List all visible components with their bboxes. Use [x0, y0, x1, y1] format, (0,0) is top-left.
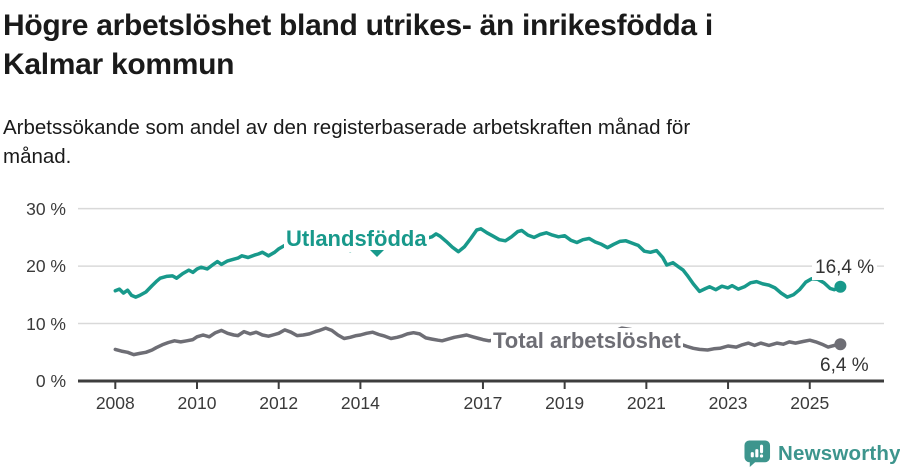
x-tick-label: 2017: [463, 393, 503, 413]
x-tick-label: 2010: [177, 393, 217, 413]
newsworthy-footer: Newsworthy: [744, 440, 900, 468]
subtitle-line-2: månad.: [3, 145, 72, 168]
x-tick-label: 2019: [545, 393, 585, 413]
x-tick-label: 2023: [708, 393, 748, 413]
page-title: Högre arbetslöshet bland utrikes- än inr…: [3, 6, 863, 84]
series-label-arrow-icon: [370, 250, 384, 257]
x-tick-label: 2012: [259, 393, 299, 413]
subtitle-line-1: Arbetssökande som andel av den registerb…: [3, 116, 691, 139]
end-value-utlandsfodda: 16,4 %: [812, 256, 878, 280]
x-tick-label: 2008: [95, 393, 135, 413]
newsworthy-brand-text: Newsworthy: [778, 442, 900, 465]
chart-subtitle: Arbetssökande som andel av den registerb…: [3, 113, 863, 171]
x-tick-label: 2021: [626, 393, 666, 413]
end-value-total: 6,4 %: [817, 354, 872, 378]
title-line-1: Högre arbetslöshet bland utrikes- än inr…: [3, 9, 713, 42]
y-tick-label: 0 %: [35, 371, 66, 391]
x-tick-label: 2025: [790, 393, 830, 413]
y-tick-label: 10 %: [26, 313, 66, 334]
series-label-utlandsfodda: Utlandsfödda: [284, 226, 429, 252]
x-tick-label: 2014: [340, 393, 380, 413]
title-line-2: Kalmar kommun: [3, 48, 235, 81]
y-tick-label: 30 %: [26, 198, 66, 219]
series-label-total: Total arbetslöshet: [491, 328, 683, 354]
newsworthy-logo-icon: [744, 440, 771, 468]
y-tick-label: 20 %: [26, 256, 66, 277]
